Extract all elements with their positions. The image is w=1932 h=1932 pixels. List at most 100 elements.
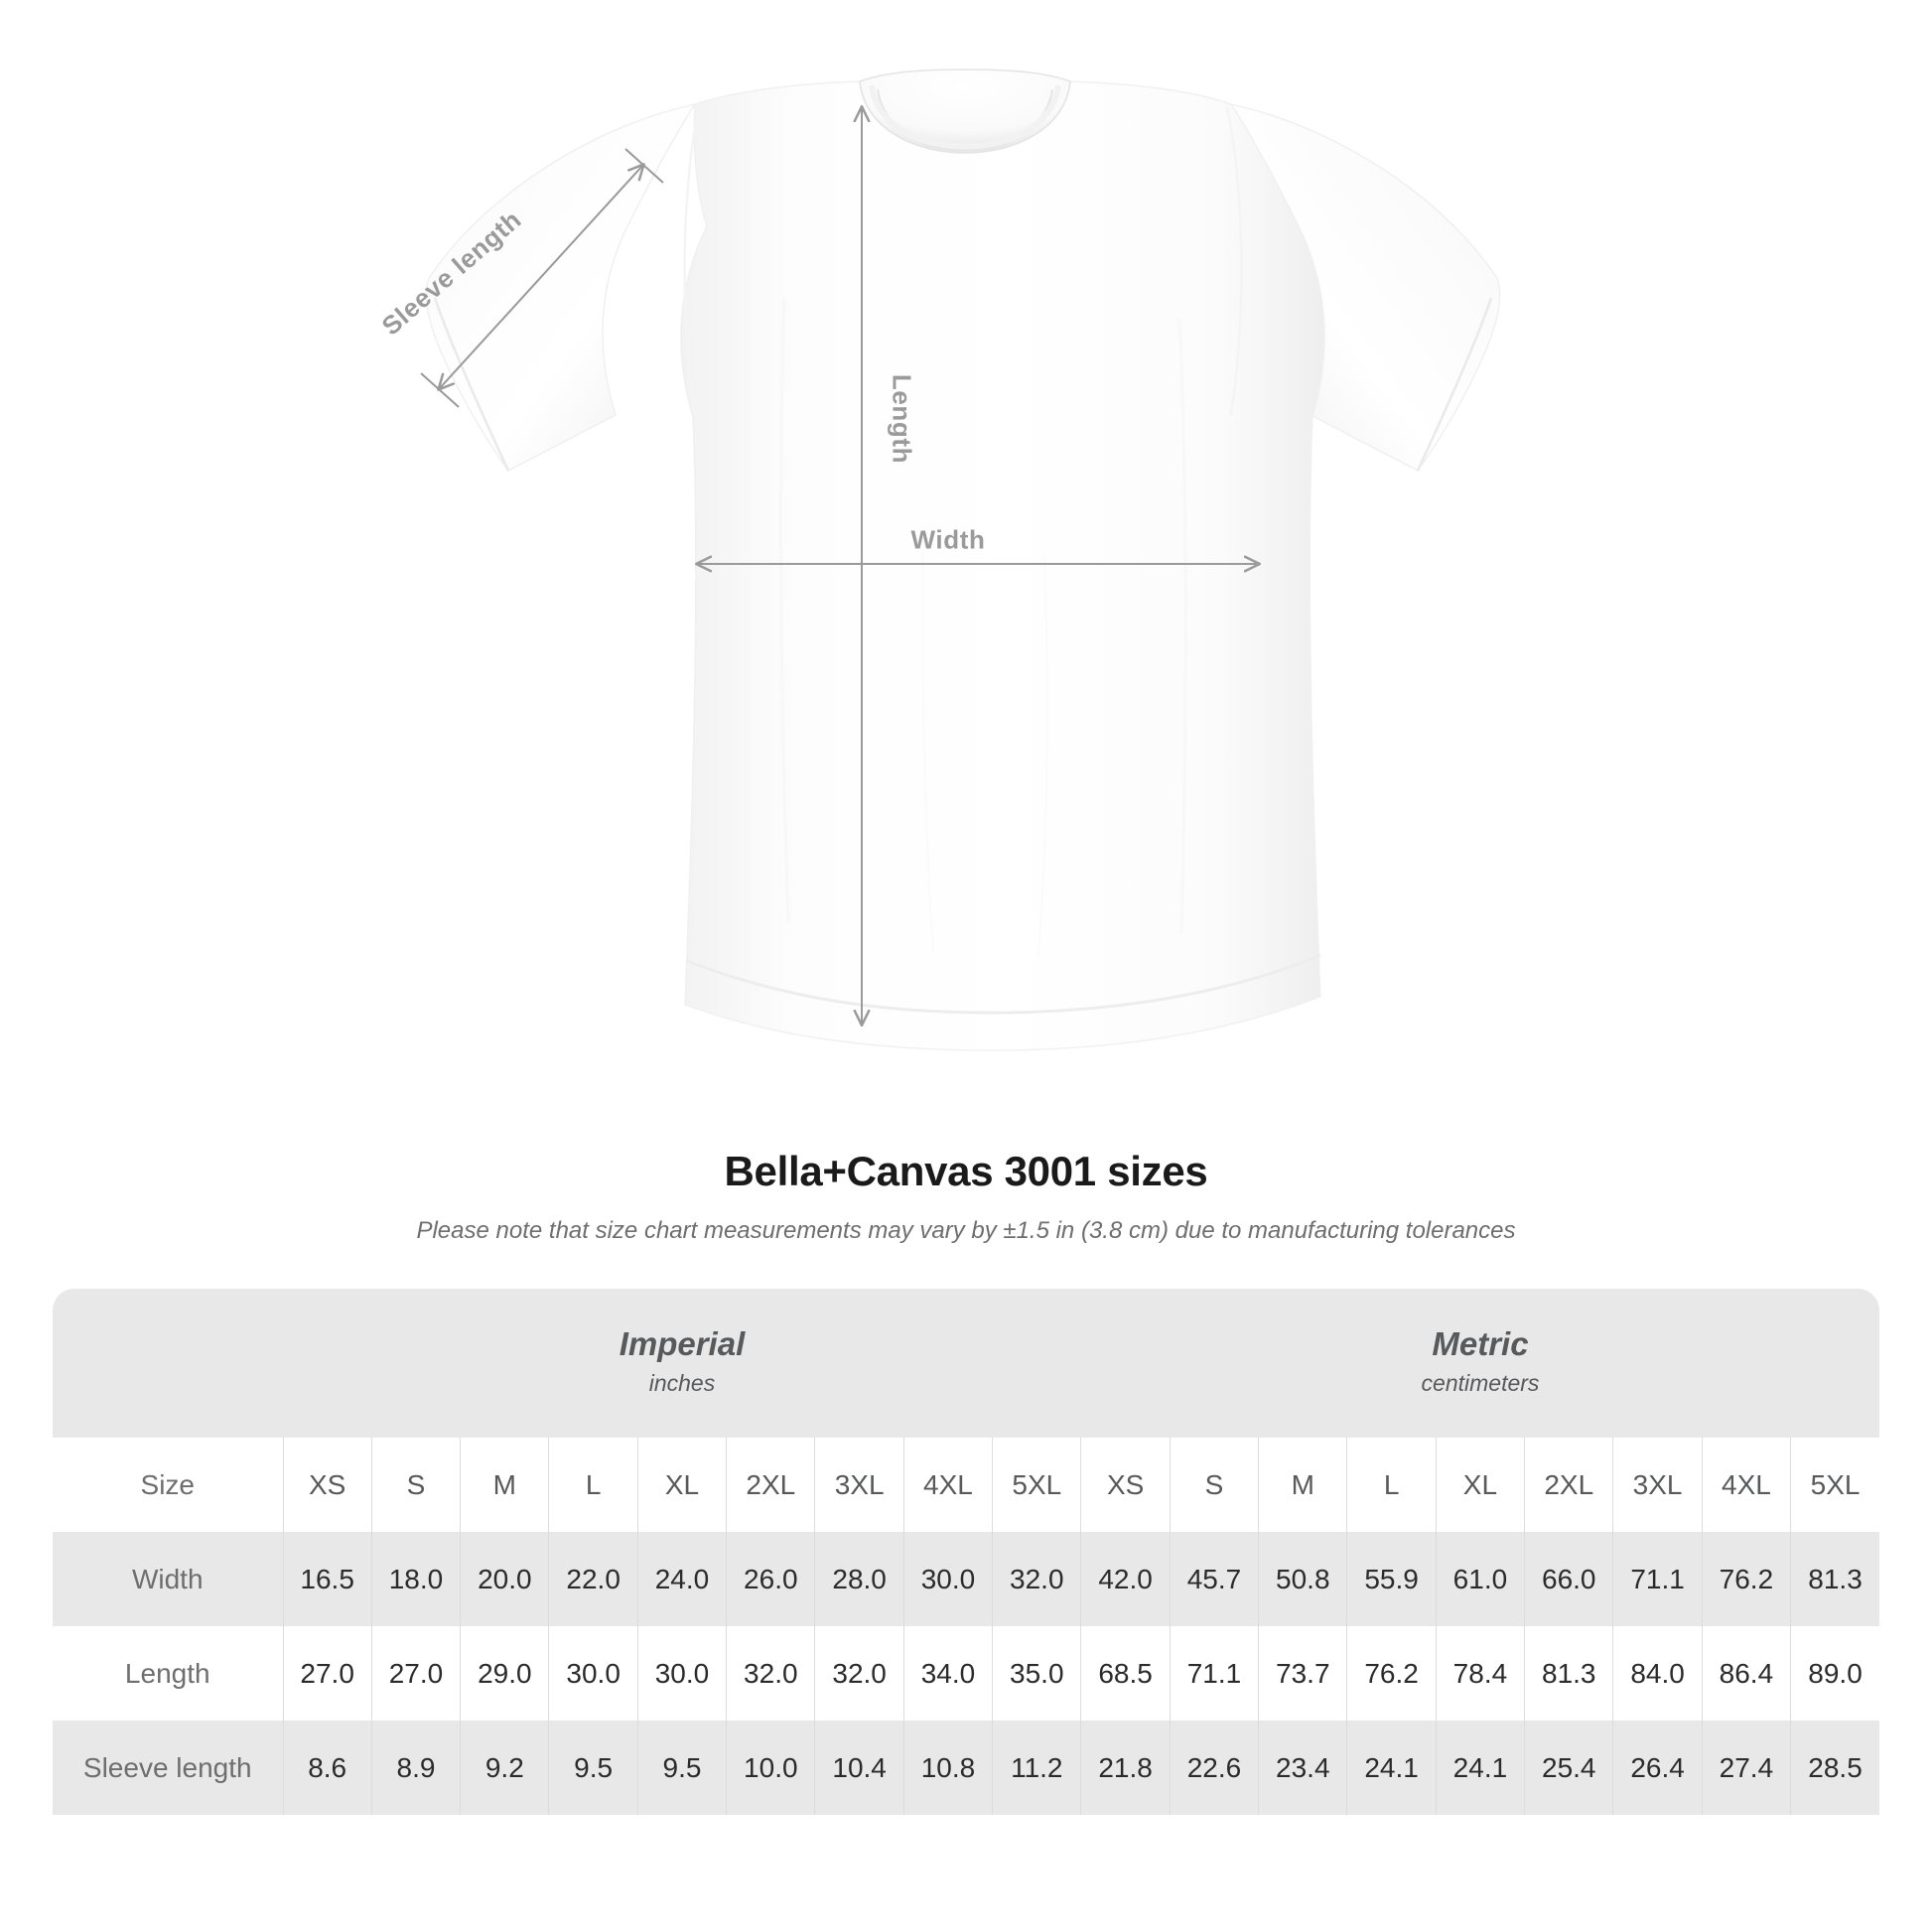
sleeve-met-5xl: 28.5 xyxy=(1790,1721,1879,1815)
table-row: Sleeve length 8.6 8.9 9.2 9.5 9.5 10.0 1… xyxy=(53,1721,1879,1815)
length-met-xl: 78.4 xyxy=(1435,1626,1525,1721)
sleeve-met-3xl: 26.4 xyxy=(1612,1721,1703,1815)
length-imp-3xl: 32.0 xyxy=(814,1626,904,1721)
length-dimension-label: Length xyxy=(887,373,917,465)
sleeve-length-annotation xyxy=(420,148,664,408)
length-met-4xl: 86.4 xyxy=(1701,1626,1791,1721)
size-col-imp-3xl: 3XL xyxy=(814,1438,904,1532)
size-col-imp-s: S xyxy=(370,1438,461,1532)
page-title: Bella+Canvas 3001 sizes xyxy=(724,1148,1208,1194)
tshirt-body xyxy=(680,80,1325,1051)
size-col-met-m: M xyxy=(1258,1438,1347,1532)
length-imp-xs: 27.0 xyxy=(282,1626,372,1721)
width-imp-5xl: 32.0 xyxy=(992,1532,1081,1626)
size-col-imp-5xl: 5XL xyxy=(992,1438,1081,1532)
width-met-5xl: 81.3 xyxy=(1790,1532,1879,1626)
sleeve-imp-5xl: 11.2 xyxy=(992,1721,1081,1815)
collar xyxy=(859,69,1071,154)
width-imp-m: 20.0 xyxy=(460,1532,549,1626)
length-imp-4xl: 34.0 xyxy=(902,1626,993,1721)
tolerance-note: Please note that size chart measurements… xyxy=(416,1217,1516,1244)
width-dimension-label: Width xyxy=(910,524,986,555)
sleeve-met-l: 24.1 xyxy=(1346,1721,1437,1815)
row-label-width: Width xyxy=(53,1532,283,1626)
left-shoulder-seam xyxy=(683,106,701,416)
length-met-l: 76.2 xyxy=(1346,1626,1437,1721)
sleeve-met-s: 22.6 xyxy=(1169,1721,1259,1815)
fabric-folds xyxy=(779,297,1187,960)
width-met-m: 50.8 xyxy=(1258,1532,1347,1626)
sleeve-imp-l: 9.5 xyxy=(548,1721,638,1815)
row-label-sleeve-length: Sleeve length xyxy=(53,1721,283,1815)
row-label-length: Length xyxy=(53,1626,283,1721)
right-sleeve-hem xyxy=(1416,297,1493,472)
width-met-xs: 42.0 xyxy=(1080,1532,1171,1626)
sleeve-imp-4xl: 10.8 xyxy=(902,1721,993,1815)
sleeve-imp-xs: 8.6 xyxy=(282,1721,372,1815)
sleeve-imp-m: 9.2 xyxy=(460,1721,549,1815)
sleeve-imp-3xl: 10.4 xyxy=(814,1721,904,1815)
length-met-5xl: 89.0 xyxy=(1790,1626,1879,1721)
sleeve-met-4xl: 27.4 xyxy=(1701,1721,1791,1815)
width-imp-xl: 24.0 xyxy=(636,1532,727,1626)
length-imp-m: 29.0 xyxy=(460,1626,549,1721)
sleeve-imp-xl: 9.5 xyxy=(636,1721,727,1815)
title-block: Bella+Canvas 3001 sizes Please note that… xyxy=(0,1148,1932,1245)
size-chart-table: Imperial inches Metric centimeters Size … xyxy=(53,1289,1879,1815)
size-col-met-2xl: 2XL xyxy=(1524,1438,1613,1532)
size-col-met-4xl: 4XL xyxy=(1701,1438,1791,1532)
left-sleeve xyxy=(425,102,697,472)
width-met-l: 55.9 xyxy=(1346,1532,1437,1626)
size-col-met-s: S xyxy=(1169,1438,1259,1532)
length-met-3xl: 84.0 xyxy=(1612,1626,1703,1721)
size-col-imp-2xl: 2XL xyxy=(726,1438,815,1532)
length-imp-xl: 30.0 xyxy=(636,1626,727,1721)
garment-diagram: Sleeve length Length Width xyxy=(376,69,1501,1051)
length-imp-l: 30.0 xyxy=(548,1626,638,1721)
sleeve-imp-2xl: 10.0 xyxy=(726,1721,815,1815)
size-col-met-5xl: 5XL xyxy=(1790,1438,1879,1532)
unit-group-imperial-sub: inches xyxy=(648,1370,716,1397)
size-col-imp-l: L xyxy=(548,1438,638,1532)
width-imp-xs: 16.5 xyxy=(282,1532,372,1626)
size-col-imp-m: M xyxy=(460,1438,549,1532)
length-met-xs: 68.5 xyxy=(1080,1626,1171,1721)
length-met-m: 73.7 xyxy=(1258,1626,1347,1721)
unit-spacer-cell xyxy=(53,1289,283,1438)
neck-opening xyxy=(869,84,1061,150)
size-header-row: Size XS S M L XL 2XL 3XL 4XL 5XL XS S M … xyxy=(53,1438,1879,1532)
width-imp-s: 18.0 xyxy=(370,1532,461,1626)
right-shoulder-seam xyxy=(1225,106,1243,416)
width-met-xl: 61.0 xyxy=(1435,1532,1525,1626)
width-met-2xl: 66.0 xyxy=(1524,1532,1613,1626)
sleeve-met-m: 23.4 xyxy=(1258,1721,1347,1815)
size-col-met-l: L xyxy=(1346,1438,1437,1532)
unit-group-metric-name: Metric xyxy=(1432,1324,1529,1362)
width-imp-2xl: 26.0 xyxy=(726,1532,815,1626)
length-imp-5xl: 35.0 xyxy=(992,1626,1081,1721)
size-col-met-xs: XS xyxy=(1080,1438,1171,1532)
size-table-wrapper: Imperial inches Metric centimeters Size … xyxy=(53,1289,1879,1815)
length-met-s: 71.1 xyxy=(1169,1626,1259,1721)
unit-header-row: Imperial inches Metric centimeters xyxy=(53,1289,1879,1438)
table-row: Width 16.5 18.0 20.0 22.0 24.0 26.0 28.0… xyxy=(53,1532,1879,1626)
bottom-hem xyxy=(686,953,1321,1015)
width-imp-3xl: 28.0 xyxy=(814,1532,904,1626)
unit-group-metric-sub: centimeters xyxy=(1421,1370,1540,1397)
unit-group-imperial: Imperial inches xyxy=(283,1289,1081,1438)
size-col-imp-xs: XS xyxy=(282,1438,372,1532)
tshirt-illustration xyxy=(420,69,1501,1051)
length-met-2xl: 81.3 xyxy=(1524,1626,1613,1721)
sleeve-met-2xl: 25.4 xyxy=(1524,1721,1613,1815)
width-met-4xl: 76.2 xyxy=(1701,1532,1791,1626)
size-col-imp-4xl: 4XL xyxy=(902,1438,993,1532)
unit-group-imperial-name: Imperial xyxy=(619,1324,746,1362)
length-imp-2xl: 32.0 xyxy=(726,1626,815,1721)
size-col-imp-xl: XL xyxy=(636,1438,727,1532)
size-col-met-3xl: 3XL xyxy=(1612,1438,1703,1532)
sleeve-imp-s: 8.9 xyxy=(370,1721,461,1815)
row-label-size: Size xyxy=(53,1438,283,1532)
tshirt-body-group xyxy=(425,69,1501,1051)
unit-group-metric: Metric centimeters xyxy=(1080,1289,1879,1438)
